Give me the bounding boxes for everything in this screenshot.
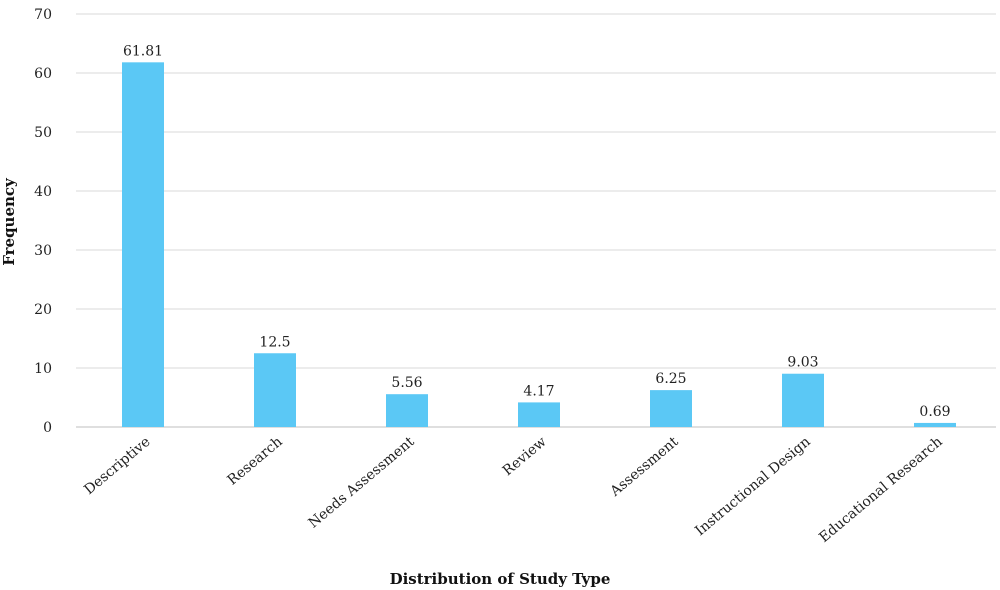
y-axis-title: Frequency (0, 177, 18, 266)
bar (650, 390, 692, 427)
bars (122, 62, 956, 428)
x-tick-label: Educational Research (816, 434, 945, 546)
y-axis-ticks: 0 10 20 30 40 50 60 70 (34, 7, 52, 436)
y-tick-label: 60 (34, 66, 52, 82)
y-tick-label: 0 (43, 420, 52, 436)
gridlines (76, 13, 996, 428)
data-label: 61.81 (123, 43, 163, 59)
bar (386, 394, 428, 427)
x-axis-title: Distribution of Study Type (390, 570, 611, 588)
bar (254, 353, 296, 427)
y-tick-label: 70 (34, 7, 52, 23)
data-labels: 61.81 12.5 5.56 4.17 6.25 9.03 0.69 (123, 43, 951, 420)
data-label: 6.25 (655, 371, 686, 387)
bar (518, 402, 560, 427)
y-tick-label: 10 (34, 361, 52, 377)
x-tick-label: Descriptive (81, 434, 153, 498)
bar (122, 62, 164, 428)
data-label: 12.5 (259, 334, 290, 350)
x-axis-ticks: Descriptive Research Needs Assessment Revie… (81, 434, 945, 546)
data-label: 9.03 (787, 355, 818, 371)
x-tick-label: Research (225, 434, 286, 489)
bar (914, 422, 956, 427)
y-tick-label: 50 (34, 125, 52, 141)
bar (782, 373, 824, 427)
x-tick-label: Assessment (607, 434, 682, 501)
y-tick-label: 30 (34, 243, 52, 259)
data-label: 0.69 (919, 404, 950, 420)
data-label: 4.17 (523, 383, 554, 399)
x-tick-label: Needs Assessment (306, 434, 418, 532)
x-tick-label: Instructional Design (692, 434, 813, 539)
y-tick-label: 20 (34, 302, 52, 318)
x-tick-label: Review (500, 434, 550, 479)
data-label: 5.56 (391, 375, 422, 391)
y-tick-label: 40 (34, 184, 52, 200)
